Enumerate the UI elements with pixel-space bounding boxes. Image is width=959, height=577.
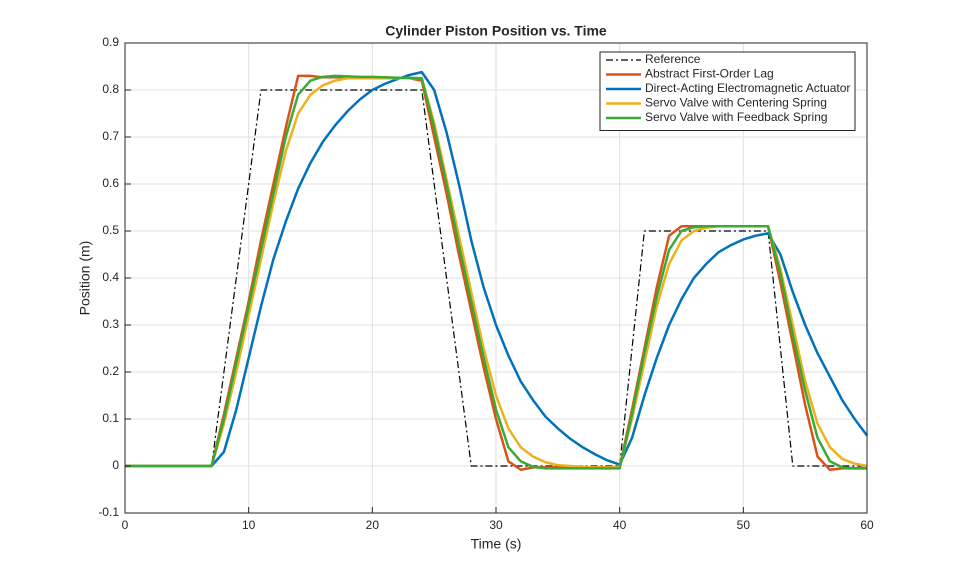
y-tick-label: 0.7 [102, 129, 119, 143]
x-axis-label: Time (s) [471, 536, 522, 552]
legend-label: Servo Valve with Feedback Spring [645, 110, 828, 124]
legend-label: Abstract First-Order Lag [645, 67, 774, 81]
x-tick-label: 20 [366, 518, 380, 532]
x-tick-label: 30 [489, 518, 503, 532]
y-tick-label: 0.5 [102, 223, 119, 237]
x-tick-label: 10 [242, 518, 256, 532]
y-tick-label: 0 [112, 458, 119, 472]
y-tick-label: 0.6 [102, 176, 119, 190]
legend-label: Direct-Acting Electromagnetic Actuator [645, 81, 850, 95]
y-tick-label: 0.1 [102, 411, 119, 425]
x-tick-label: 60 [860, 518, 874, 532]
x-tick-label: 50 [737, 518, 751, 532]
legend-label: Servo Valve with Centering Spring [645, 96, 827, 110]
y-tick-label: -0.1 [98, 505, 119, 519]
series-line [125, 74, 867, 470]
chart-title: Cylinder Piston Position vs. Time [385, 23, 607, 39]
y-axis-label: Position (m) [77, 241, 93, 316]
y-tick-label: 0.9 [102, 35, 119, 49]
y-tick-label: 0.3 [102, 317, 119, 331]
lines [125, 70, 868, 472]
legend-label: Reference [645, 52, 701, 66]
y-tick-label: 0.2 [102, 364, 119, 378]
series-line [125, 70, 868, 468]
x-tick-label: 0 [122, 518, 129, 532]
series-line [125, 89, 867, 467]
y-tick-label: 0.8 [102, 82, 119, 96]
x-tick-label: 40 [613, 518, 627, 532]
legend-box [599, 51, 856, 131]
y-tick-label: 0.4 [102, 270, 119, 284]
